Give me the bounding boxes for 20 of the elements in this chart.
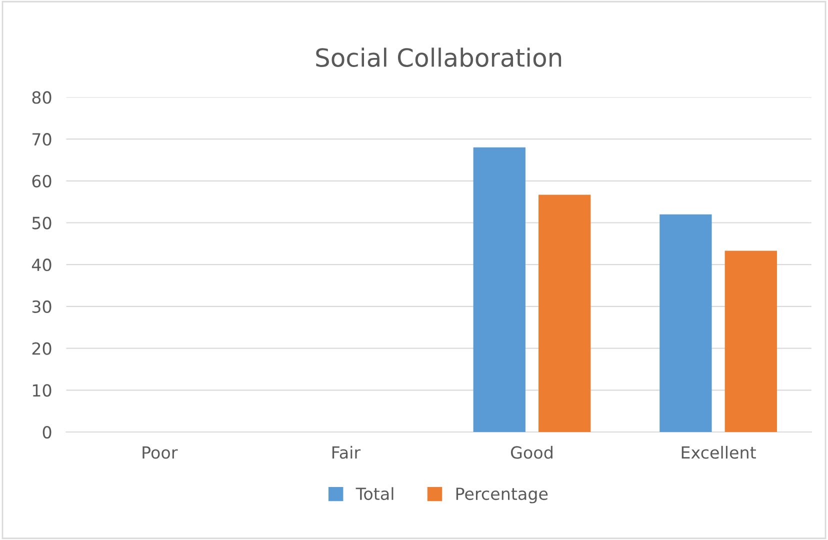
- legend-label: Percentage: [456, 488, 548, 504]
- bar: [473, 147, 526, 432]
- y-tick-label: 20: [32, 342, 52, 355]
- y-tick-label: 70: [32, 133, 52, 146]
- x-tick-label: Excellent: [682, 446, 756, 459]
- bar: [724, 250, 777, 432]
- y-tick-label: 10: [32, 384, 52, 397]
- bar: [538, 194, 591, 432]
- x-tick-label: Good: [510, 446, 552, 459]
- x-tick-label: Fair: [332, 446, 361, 459]
- y-tick-label: 80: [32, 91, 52, 104]
- legend-label: Total: [356, 487, 394, 500]
- y-tick-label: 40: [32, 258, 52, 272]
- y-tick-label: 0: [42, 426, 52, 439]
- bar: [660, 214, 712, 432]
- y-tick-label: 30: [32, 300, 52, 314]
- y-tick-label: 50: [32, 216, 52, 230]
- chart-title: Social Collaboration: [316, 48, 562, 67]
- y-tick-label: 60: [32, 174, 52, 188]
- x-tick-label: Poor: [142, 446, 178, 459]
